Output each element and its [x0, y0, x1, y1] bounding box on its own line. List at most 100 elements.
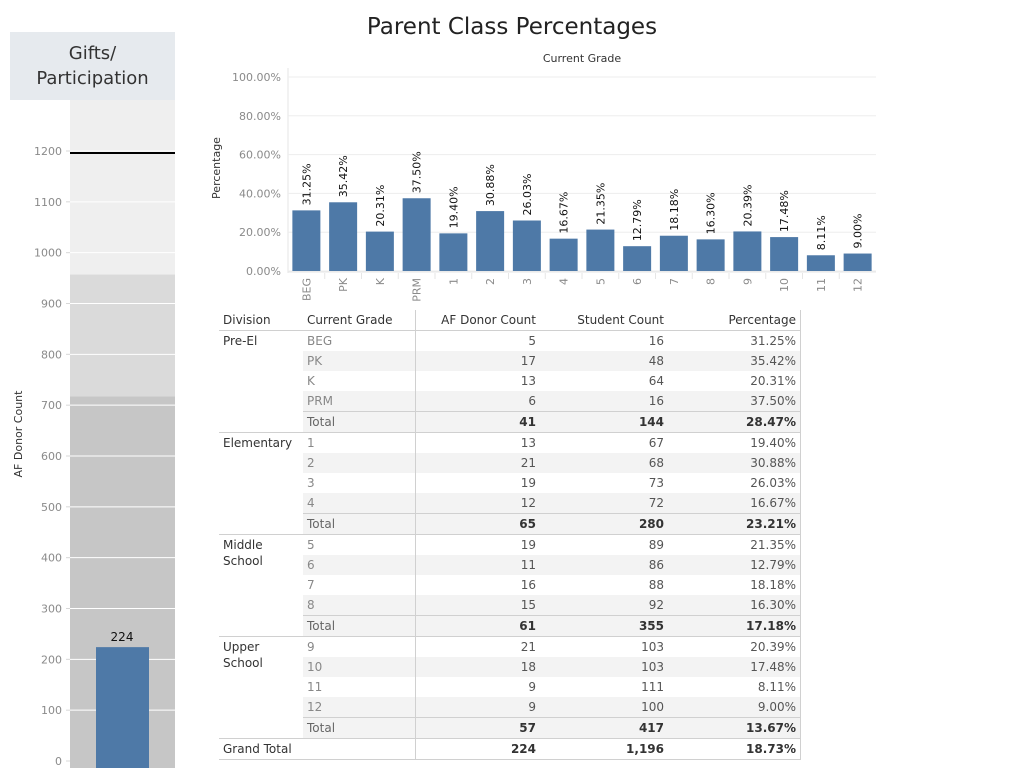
- y-tick-labels: 0.00% 20.00% 40.00% 60.00% 80.00% 100.00%: [232, 71, 281, 278]
- x-axis-title: Current Grade: [543, 52, 622, 65]
- chart-bars: [292, 198, 872, 271]
- grade-cell: 1: [303, 432, 416, 453]
- bar[interactable]: [512, 220, 541, 271]
- grand-total-label-cell: Grand Total: [219, 738, 416, 760]
- student-count-cell: 68: [540, 453, 668, 473]
- bar[interactable]: [770, 237, 799, 271]
- bar[interactable]: [439, 233, 468, 271]
- chart-title: Parent Class Percentages: [366, 14, 658, 40]
- student-count-cell: 86: [540, 555, 668, 575]
- x-tick-label: PRM: [411, 278, 424, 302]
- total-percentage-cell: 28.47%: [668, 411, 801, 433]
- total-student-count-cell: 280: [540, 513, 668, 535]
- bar[interactable]: [623, 246, 652, 271]
- student-count-cell: 48: [540, 351, 668, 371]
- bar[interactable]: [733, 231, 762, 271]
- summary-table: Division Current Grade AF Donor Count St…: [219, 310, 801, 760]
- bar[interactable]: [659, 235, 688, 271]
- gauge-tick-label: 300: [41, 603, 62, 616]
- bar-chart: Current Grade Percentage 0.00%20.00%40.0…: [210, 52, 876, 302]
- bar[interactable]: [549, 238, 578, 271]
- bar[interactable]: [402, 198, 431, 271]
- table-row: 12 9 100 9.00%: [219, 697, 801, 718]
- bar-data-label: 31.25%: [300, 163, 313, 205]
- gauge-tick-label: 800: [41, 348, 62, 361]
- percentage-cell: 37.50%: [668, 391, 801, 412]
- percentage-cell: 31.25%: [668, 330, 801, 351]
- student-count-cell: 103: [540, 636, 668, 657]
- bar[interactable]: [696, 239, 725, 271]
- gauge-tick-label: 0: [55, 755, 62, 768]
- table-total-row: Total 41 144 28.47%: [219, 411, 801, 433]
- y-tick-label: 0.00%: [246, 265, 281, 278]
- table-total-row: Total 61 355 17.18%: [219, 615, 801, 637]
- gauge-bar-label: 224: [111, 630, 134, 644]
- bar-data-label: 16.30%: [705, 192, 718, 234]
- gauge-band: [70, 100, 175, 275]
- bar[interactable]: [586, 229, 615, 271]
- gauge-gridlines: [70, 150, 175, 711]
- x-tick-label: 7: [668, 278, 681, 285]
- bar-data-label: 12.79%: [631, 199, 644, 241]
- donor-count-cell: 9: [415, 697, 540, 718]
- bar[interactable]: [476, 211, 505, 271]
- percentage-cell: 16.30%: [668, 595, 801, 616]
- division-cell: Elementary: [219, 432, 303, 535]
- x-tick-label: 2: [484, 278, 497, 285]
- student-count-cell: 73: [648, 476, 664, 490]
- total-label-cell: Total: [303, 615, 416, 637]
- gauge-bar: [96, 647, 149, 768]
- student-count-cell: 92: [540, 595, 668, 616]
- total-donor-count-cell: 41: [415, 411, 540, 433]
- header-percentage: Percentage: [668, 310, 801, 331]
- bar-data-label: 19.40%: [447, 186, 460, 228]
- table-row: 2 21 68 30.88%: [219, 453, 801, 473]
- gauge-tick-label: 900: [41, 298, 62, 311]
- total-percentage-cell: 17.18%: [668, 615, 801, 637]
- total-percentage-cell: 23.21%: [668, 513, 801, 535]
- gauge-title-line2: Participation: [36, 68, 149, 89]
- gauge-tick-label: 600: [41, 450, 62, 463]
- gauge-title: Gifts/ Participation: [10, 32, 175, 100]
- bar[interactable]: [292, 210, 321, 271]
- percentage-cell: 21.35%: [668, 534, 801, 555]
- x-tick-label: 11: [815, 278, 828, 292]
- total-donor-count-cell: 61: [415, 615, 540, 637]
- gauge-axis-label: AF Donor Count: [12, 390, 25, 478]
- grade-cell: 12: [303, 697, 416, 718]
- donor-count-cell: 12: [415, 493, 540, 514]
- gauge-chart: 0 100 200 300 400 500 600 700 800 900 1000 1100 1200…: [12, 100, 175, 768]
- bar-data-label: 20.39%: [741, 184, 754, 226]
- x-tick-label: 10: [778, 278, 791, 292]
- student-count-cell: 67: [540, 432, 668, 453]
- donor-count-cell: 11: [415, 555, 540, 575]
- donor-count-cell: 17: [415, 351, 540, 371]
- donor-count-cell: 5: [415, 330, 540, 351]
- bar[interactable]: [365, 231, 394, 271]
- table-row: 8 15 92 16.30%: [219, 595, 801, 616]
- table-row: 3 19 73 26.03%: [219, 473, 801, 493]
- total-student-count-cell: 144: [540, 411, 668, 433]
- gauge-y-ticks: 0 100 200 300 400 500 600 700 800 900 1000 1100 1200: [34, 145, 70, 768]
- bar-data-label: 37.50%: [411, 151, 424, 193]
- table-row: 11 9 111 8.11%: [219, 677, 801, 697]
- donor-count-cell: 15: [415, 595, 540, 616]
- bar[interactable]: [843, 253, 872, 271]
- bar[interactable]: [329, 202, 358, 271]
- grand-total-percentage-cell: 18.73%: [668, 738, 801, 760]
- donor-count-cell: 19: [415, 473, 540, 493]
- table-row: Middle School 5 19 89 21.35%: [219, 534, 801, 637]
- table-row: 10 18 103 17.48%: [219, 657, 801, 677]
- percentage-cell: 16.67%: [668, 493, 801, 514]
- grade-cell: 2: [303, 453, 416, 473]
- y-tick-label: 20.00%: [239, 226, 281, 239]
- percentage-cell: 18.18%: [668, 575, 801, 595]
- x-tick-label: 1: [447, 278, 460, 285]
- percentage-cell: 30.88%: [668, 453, 801, 473]
- bar[interactable]: [806, 255, 835, 271]
- donor-count-cell: 18: [415, 657, 540, 677]
- grade-cell: PK: [303, 351, 416, 371]
- grade-cell: 9: [303, 636, 416, 657]
- student-count-cell: 100: [540, 697, 668, 718]
- header-af-donor-count: AF Donor Count: [415, 310, 540, 331]
